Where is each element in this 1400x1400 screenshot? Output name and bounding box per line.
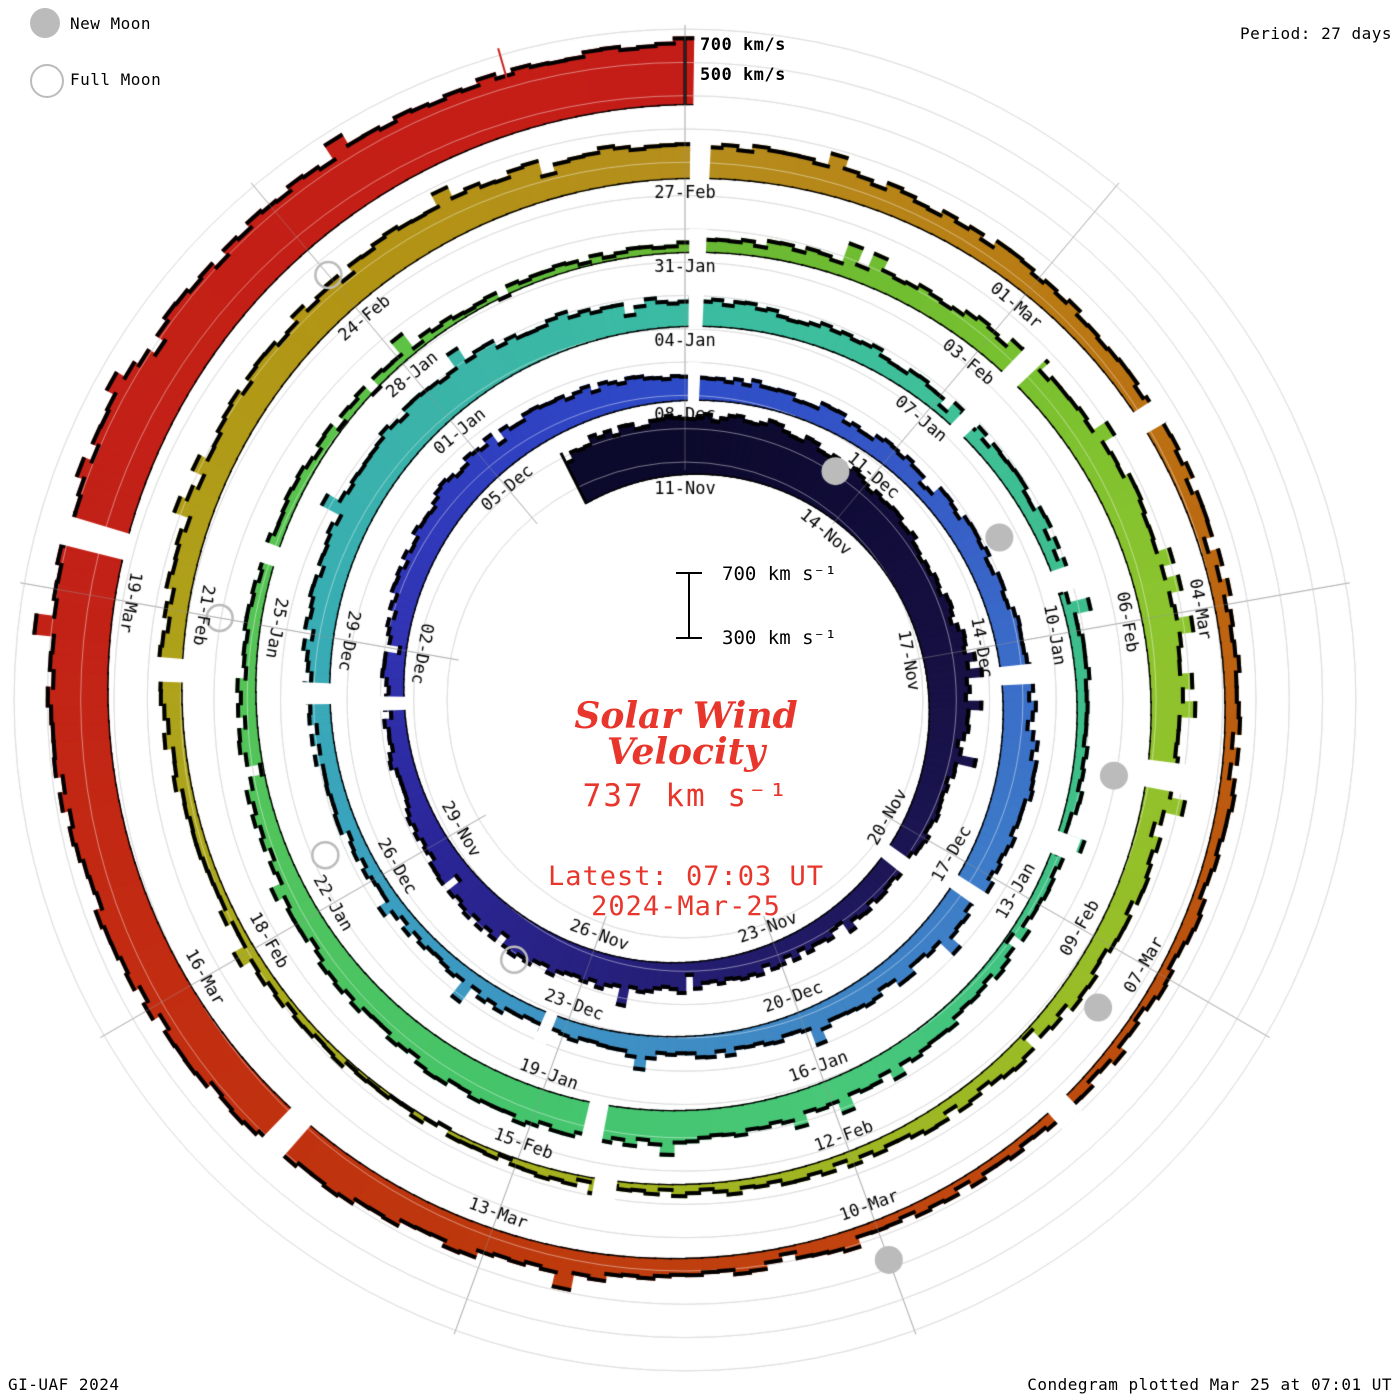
period-label: Period: 27 days (1240, 24, 1392, 43)
current-velocity-value: 737 km s⁻¹ (582, 778, 790, 814)
scale-label-300: 300 km s⁻¹ (722, 627, 837, 649)
chart-title-line2: Velocity (606, 731, 766, 773)
full-moon-label: Full Moon (70, 70, 162, 89)
velocity-scale-bar (688, 573, 690, 637)
credit-label: GI-UAF 2024 (8, 1375, 120, 1394)
outer-scale-500: 500 km/s (700, 65, 786, 85)
scale-label-700: 700 km s⁻¹ (722, 563, 837, 585)
scale-bar-top-cap (676, 572, 702, 574)
new-moon-icon (30, 8, 60, 38)
latest-date-label: 2024-Mar-25 (591, 891, 781, 922)
new-moon-label: New Moon (70, 14, 152, 33)
latest-time-label: Latest: 07:03 UT (547, 861, 825, 892)
plotted-label: Condegram plotted Mar 25 at 07:01 UT (1027, 1375, 1392, 1394)
full-moon-icon (30, 64, 64, 98)
chart-title-line1: Solar Wind (574, 695, 798, 737)
scale-bar-bottom-cap (676, 637, 702, 639)
outer-scale-700: 700 km/s (700, 35, 786, 55)
